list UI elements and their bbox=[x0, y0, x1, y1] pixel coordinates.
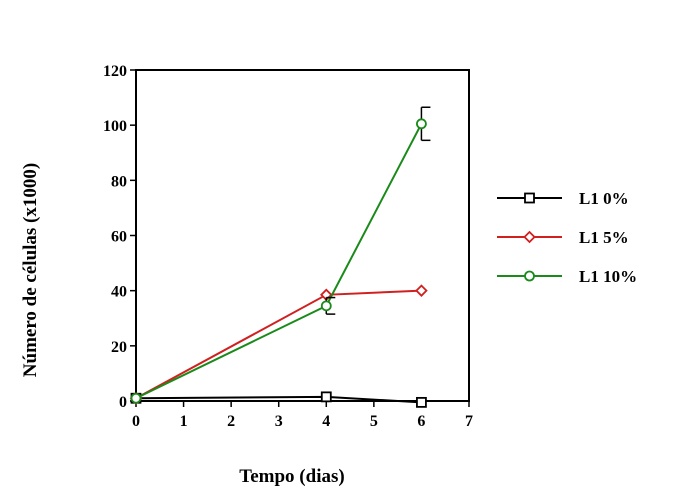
y-tick-label: 100 bbox=[103, 118, 127, 135]
legend-label: L1 10% bbox=[579, 267, 637, 286]
x-tick-label: 0 bbox=[132, 413, 140, 430]
x-tick-label: 6 bbox=[417, 413, 425, 430]
legend-marker bbox=[524, 192, 535, 204]
y-axis-title: Número de células (x1000) bbox=[20, 163, 41, 377]
y-tick-label: 120 bbox=[103, 63, 127, 80]
legend-item: L1 10% bbox=[497, 267, 637, 286]
x-tick-label: 5 bbox=[370, 413, 378, 430]
series-circle bbox=[130, 106, 431, 404]
x-tick-label: 7 bbox=[465, 413, 473, 430]
legend-item: L1 5% bbox=[497, 228, 629, 247]
data-point bbox=[415, 284, 428, 297]
data-point bbox=[416, 396, 427, 408]
legend-marker bbox=[524, 270, 535, 282]
y-tick-label: 20 bbox=[111, 339, 127, 356]
x-tick-label: 1 bbox=[180, 413, 188, 430]
legend: L1 0% L1 5% L1 10% bbox=[497, 189, 637, 286]
x-axis-title: Tempo (dias) bbox=[239, 466, 344, 487]
data-point bbox=[416, 118, 427, 130]
x-tick-label: 3 bbox=[275, 413, 283, 430]
series-line bbox=[135, 123, 423, 400]
x-tick-label: 2 bbox=[227, 413, 235, 430]
legend-item: L1 0% bbox=[497, 189, 629, 208]
y-tick-label: 0 bbox=[119, 394, 127, 411]
series-line bbox=[135, 289, 422, 400]
data-point bbox=[320, 300, 332, 312]
series-group bbox=[129, 106, 431, 408]
legend-marker bbox=[523, 230, 536, 244]
x-tick-label: 4 bbox=[322, 413, 330, 430]
axes: 0 1 2 3 4 5 6 7 0 20 40 60 80 100 120 bbox=[103, 63, 473, 430]
y-tick-label: 80 bbox=[111, 173, 127, 190]
y-tick-label: 40 bbox=[111, 284, 127, 301]
legend-label: L1 5% bbox=[579, 228, 629, 247]
data-point bbox=[130, 392, 142, 404]
y-tick-label: 60 bbox=[111, 229, 127, 246]
series-diamond bbox=[129, 284, 428, 405]
data-point bbox=[320, 391, 332, 403]
legend-label: L1 0% bbox=[579, 189, 629, 208]
